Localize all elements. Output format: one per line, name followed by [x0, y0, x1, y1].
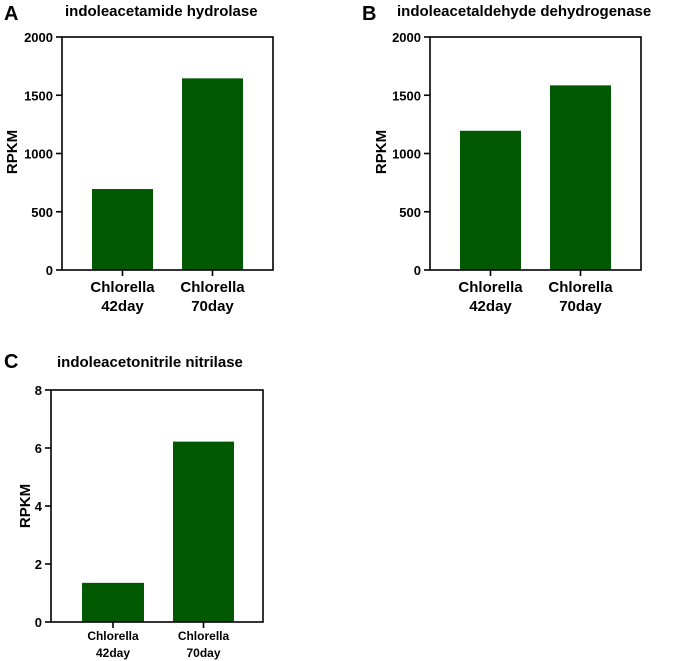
panel-c-ytick-label-0: 0	[35, 615, 42, 630]
panel-a-letter: A	[4, 3, 18, 25]
panel-a-xtick-label-2-line-1: Chlorella	[180, 279, 245, 296]
panel-a-ytick-label-1000: 1000	[24, 147, 53, 162]
panel-c-bar-2	[173, 441, 234, 622]
panel-a-xtick-label-1-line-2: 42day	[101, 298, 144, 315]
panel-c-title: indoleacetonitrile nitrilase	[57, 354, 243, 371]
panel-c-ytick-label-4: 4	[35, 499, 43, 514]
panel-c-ytick-label-2: 2	[35, 557, 42, 572]
panel-a-xtick-label-1-line-1: Chlorella	[90, 279, 155, 296]
panel-b-ytick-label-1000: 1000	[392, 147, 421, 162]
panel-b-xtick-label-2-line-2: 70day	[559, 298, 602, 315]
panel-a-ylabel: RPKM	[4, 130, 21, 174]
panel-c-bar-1	[82, 582, 144, 622]
panel-a-title: indoleacetamide hydrolase	[65, 3, 258, 20]
panel-c-ylabel: RPKM	[17, 484, 34, 528]
panel-a-bar-2	[182, 78, 243, 270]
panel-a-ytick-label-0: 0	[46, 263, 53, 278]
panel-b-xtick-label-2-line-1: Chlorella	[548, 279, 613, 296]
panel-b-letter: B	[362, 3, 376, 25]
panel-c-xtick-label-1-line-2: 42day	[96, 646, 130, 660]
panel-b-ytick-label-2000: 2000	[392, 30, 421, 45]
panel-b-title: indoleacetaldehyde dehydrogenase	[397, 3, 651, 20]
panel-b-ylabel: RPKM	[373, 130, 390, 174]
panel-c-ytick-label-6: 6	[35, 441, 42, 456]
panel-a-ytick-label-1500: 1500	[24, 88, 53, 103]
panel-b-ytick-label-500: 500	[399, 205, 421, 220]
panel-a-ytick-label-500: 500	[31, 205, 53, 220]
panel-c-xtick-label-2-line-1: Chlorella	[178, 629, 230, 643]
panel-c-ytick-label-8: 8	[35, 383, 42, 398]
panel-c-xtick-label-1-line-1: Chlorella	[87, 629, 139, 643]
panel-a-xtick-label-2-line-2: 70day	[191, 298, 234, 315]
panel-b-bar-1	[460, 130, 521, 270]
panel-c-xtick-label-2-line-2: 70day	[186, 646, 220, 660]
panel-b-ytick-label-1500: 1500	[392, 88, 421, 103]
panel-b-bar-2	[550, 85, 611, 270]
panel-c-letter: C	[4, 351, 18, 373]
panel-a-bar-1	[92, 189, 153, 270]
panel-b-xtick-label-1-line-1: Chlorella	[458, 279, 523, 296]
panel-b-xtick-label-1-line-2: 42day	[469, 298, 512, 315]
panel-b-ytick-label-0: 0	[414, 263, 421, 278]
panel-a-ytick-label-2000: 2000	[24, 30, 53, 45]
